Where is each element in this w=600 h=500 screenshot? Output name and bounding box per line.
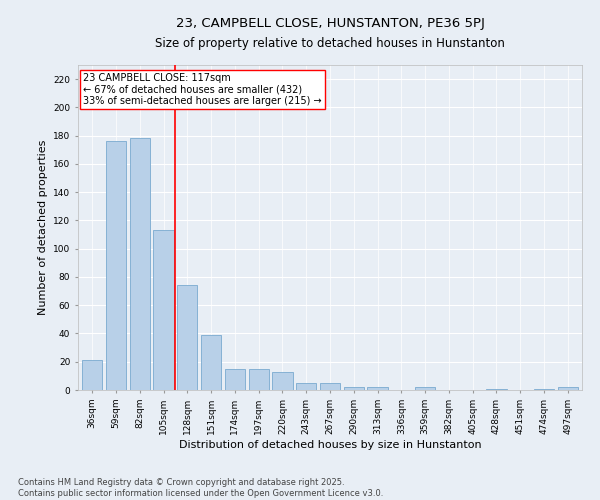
- Bar: [487, 388, 506, 390]
- Bar: [415, 387, 435, 390]
- Bar: [154, 230, 173, 390]
- Bar: [225, 369, 245, 390]
- Text: Size of property relative to detached houses in Hunstanton: Size of property relative to detached ho…: [155, 37, 505, 50]
- Bar: [367, 387, 388, 390]
- Bar: [130, 138, 150, 390]
- Y-axis label: Number of detached properties: Number of detached properties: [38, 140, 47, 315]
- Bar: [201, 335, 221, 390]
- Bar: [272, 372, 293, 390]
- Bar: [296, 383, 316, 390]
- Text: Contains HM Land Registry data © Crown copyright and database right 2025.
Contai: Contains HM Land Registry data © Crown c…: [18, 478, 383, 498]
- Bar: [320, 383, 340, 390]
- Bar: [177, 286, 197, 390]
- Bar: [534, 388, 554, 390]
- Bar: [557, 387, 578, 390]
- Text: 23 CAMPBELL CLOSE: 117sqm
← 67% of detached houses are smaller (432)
33% of semi: 23 CAMPBELL CLOSE: 117sqm ← 67% of detac…: [83, 73, 322, 106]
- Bar: [106, 142, 126, 390]
- X-axis label: Distribution of detached houses by size in Hunstanton: Distribution of detached houses by size …: [179, 440, 481, 450]
- Text: 23, CAMPBELL CLOSE, HUNSTANTON, PE36 5PJ: 23, CAMPBELL CLOSE, HUNSTANTON, PE36 5PJ: [176, 17, 484, 30]
- Bar: [344, 387, 364, 390]
- Bar: [82, 360, 103, 390]
- Bar: [248, 369, 269, 390]
